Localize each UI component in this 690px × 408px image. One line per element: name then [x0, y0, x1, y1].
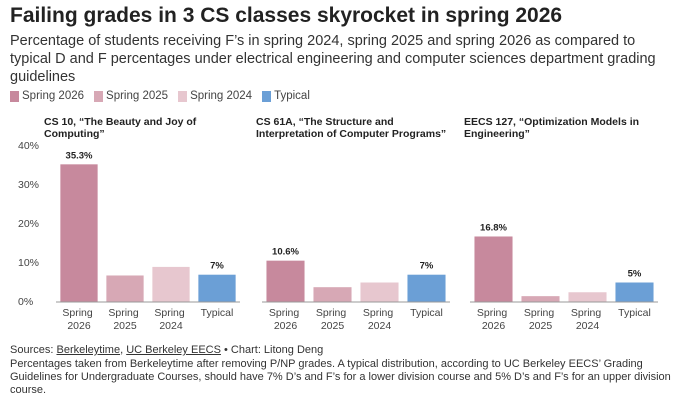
panel-chart: 16.8% Spring 2026 Spring 2025 Spring 2024 5%… [470, 222, 658, 332]
legend-label: Typical [274, 90, 310, 102]
x-tick-label: Spring 2024 [571, 307, 604, 332]
panel-title: EECS 127, “Optimization Models in Engine… [464, 116, 640, 140]
value-label: 16.8% [480, 222, 507, 233]
legend-item: Spring 2025 [94, 90, 168, 102]
legend: Spring 2026 Spring 2025 Spring 2024 Typical [10, 90, 310, 102]
legend-item: Spring 2026 [10, 90, 84, 102]
x-tick-label: Spring 2026 [62, 307, 95, 332]
y-tick-label: 30% [18, 179, 39, 191]
value-label: 10.6% [272, 247, 299, 258]
x-tick-label: Spring 2024 [154, 307, 187, 332]
legend-label: Spring 2025 [106, 90, 169, 102]
bar [313, 287, 352, 302]
bar [198, 274, 236, 302]
bar [266, 260, 305, 302]
legend-swatch [10, 90, 19, 102]
title: Failing grades in 3 CS classes skyrocket… [10, 4, 563, 27]
x-tick-label: Spring 2025 [316, 307, 349, 332]
y-tick-label: 10% [18, 257, 39, 269]
value-label: 7% [210, 261, 224, 272]
y-tick-label: 40% [18, 140, 39, 152]
bar [568, 292, 607, 302]
note: Percentages taken from Berkeleytime afte… [10, 358, 671, 396]
bar [407, 274, 446, 302]
sources: Sources: Berkeleytime, UC Berkeley EECS … [10, 344, 323, 356]
panel-chart: 10.6% Spring 2026 Spring 2025 Spring 2024 7%… [262, 247, 450, 332]
value-label: 5% [628, 269, 642, 280]
bar [615, 282, 654, 302]
x-tick-label: Spring 2026 [477, 307, 510, 332]
bar [474, 236, 513, 302]
bar [152, 266, 190, 302]
bar [360, 282, 399, 302]
legend-swatch [178, 90, 188, 102]
bar [106, 275, 144, 302]
legend-swatch [262, 90, 272, 102]
panel-title: CS 61A, “The Structure and Interpretatio… [256, 116, 447, 140]
value-label: 35.3% [66, 150, 93, 161]
subtitle: Percentage of students receiving F’s in … [10, 33, 656, 85]
y-tick-label: 20% [18, 218, 39, 230]
separator: , [120, 344, 124, 356]
sources-prefix: Sources: [10, 344, 54, 356]
x-tick-label: Spring 2026 [269, 307, 302, 332]
bar [60, 164, 98, 302]
y-tick-label: 0% [18, 296, 33, 308]
panel-title: CS 10, “The Beauty and Joy of Computing” [44, 116, 197, 140]
x-tick-label: Typical [201, 307, 234, 319]
legend-item: Typical [262, 90, 310, 102]
legend-item: Spring 2024 [178, 90, 252, 102]
x-tick-label: Typical [618, 307, 651, 319]
legend-label: Spring 2026 [22, 90, 85, 102]
panel-chart: 0% 10% 20% 30% 40% 35.3% Spring 2026 Spring 202… [18, 140, 240, 332]
legend-swatch [94, 90, 104, 102]
value-label: 7% [420, 261, 434, 272]
bar [521, 296, 560, 302]
x-tick-label: Spring 2025 [108, 307, 141, 332]
credit: • Chart: Litong Deng [224, 344, 324, 356]
source-link[interactable]: Berkeleytime [56, 344, 121, 356]
x-tick-label: Typical [410, 307, 443, 319]
legend-label: Spring 2024 [190, 90, 253, 102]
source-link[interactable]: UC Berkeley EECS [126, 344, 221, 356]
x-tick-label: Spring 2025 [524, 307, 557, 332]
x-tick-label: Spring 2024 [363, 307, 396, 332]
